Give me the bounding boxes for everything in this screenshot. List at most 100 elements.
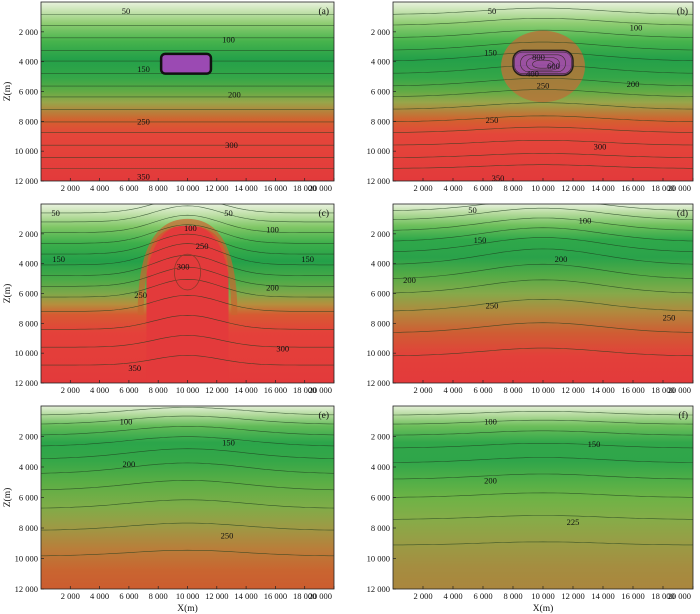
y-tick-label: 4 000: [19, 259, 38, 269]
contour-label: 200: [627, 79, 640, 89]
y-tick-label: 10 000: [15, 146, 38, 156]
contour-label: 50: [488, 6, 497, 16]
isotherm-line: [41, 214, 334, 233]
y-tick-label: 6 000: [19, 493, 38, 503]
isotherm-line: [393, 411, 693, 416]
y-tick-label: 10 000: [367, 348, 390, 358]
contour-label: 250: [137, 116, 150, 126]
isotherm-line: [393, 279, 693, 294]
contour-label: 200: [555, 254, 568, 264]
temperature-field: [393, 204, 693, 383]
x-tick-label: 20 000: [309, 183, 332, 193]
isotherm-line: [393, 29, 693, 38]
isotherm-line: [393, 515, 693, 520]
contour-label: 300: [276, 344, 289, 354]
y-tick-label: 2 000: [371, 27, 390, 37]
x-tick-label: 14 000: [234, 591, 257, 601]
y-tick-label: 8 000: [19, 318, 38, 328]
y-tick-label: 4 000: [371, 57, 390, 67]
x-tick-label: 4 000: [443, 591, 462, 601]
isotherm-line: [41, 415, 334, 425]
y-tick-label: 4 000: [19, 57, 38, 67]
x-tick-label: 6 000: [119, 591, 138, 601]
isotherm-line: [393, 126, 693, 133]
isotherm-line: [393, 263, 693, 279]
x-tick-label: 8 000: [503, 385, 522, 395]
isotherm-line: [393, 443, 693, 449]
x-tick-label: 14 000: [591, 591, 614, 601]
isotherm-line: [41, 499, 334, 509]
y-tick-label: 8 000: [19, 523, 38, 533]
contour-label: 250: [663, 312, 676, 322]
contour-label: 100: [184, 223, 197, 233]
isotherm-line: [393, 102, 693, 110]
panel-f: 2 000 4 000 6 000 8 000 10 000 12 000 14 000 16…: [367, 405, 694, 614]
contour-label: 800: [532, 52, 545, 62]
isotherm-line: [41, 335, 334, 348]
contour-field: [41, 204, 334, 383]
x-tick-label: 16 000: [621, 183, 644, 193]
x-tick-label: 2 000: [413, 183, 432, 193]
panel-label: (d): [677, 208, 688, 219]
x-tick-label: 12 000: [561, 385, 584, 395]
isotherm-line: [393, 78, 693, 87]
isotherm-line: [41, 243, 334, 266]
contour-label: 350: [128, 363, 141, 373]
x-tick-label: 6 000: [473, 591, 492, 601]
x-tick-label: 12 000: [561, 183, 584, 193]
x-tick-label: 16 000: [621, 385, 644, 395]
panel-a: 2 000 4 000 6 000 8 000 10 000 12 000 14 000 16…: [2, 1, 335, 193]
y-tick-label: 8 000: [19, 116, 38, 126]
y-axis-label: Z(m): [2, 284, 13, 304]
y-tick-label: 6 000: [371, 87, 390, 97]
intrusion-isotherm: [514, 51, 572, 74]
x-tick-label: 20 000: [309, 591, 332, 601]
y-tick-label: 12 000: [367, 584, 390, 594]
x-axis-label: X(m): [533, 603, 554, 614]
isotherm-line: [41, 549, 334, 557]
contour-label: 350: [137, 172, 150, 182]
x-tick-label: 4 000: [443, 385, 462, 395]
plume-rim: [137, 218, 238, 315]
contour-label: 250: [134, 290, 147, 300]
x-tick-label: 18 000: [293, 591, 316, 601]
isotherm-line: [393, 204, 693, 211]
y-tick-label: 12 000: [15, 176, 38, 186]
x-tick-label: 16 000: [621, 591, 644, 601]
y-tick-label: 10 000: [15, 554, 38, 564]
panel-label: (c): [318, 208, 329, 219]
isotherm-line: [41, 278, 334, 298]
contour-label: 150: [588, 439, 601, 449]
x-tick-label: 20 000: [668, 385, 691, 395]
contour-label: 100: [266, 224, 279, 234]
contour-label: 150: [222, 438, 235, 448]
x-tick-label: 10 000: [531, 385, 554, 395]
contour-field: [41, 406, 334, 589]
x-tick-label: 10 000: [176, 591, 199, 601]
x-tick-label: 20 000: [668, 591, 691, 601]
isotherm-line: [393, 457, 693, 463]
isotherm-line: [393, 7, 693, 15]
x-tick-label: 16 000: [264, 183, 287, 193]
isotherm-line: [41, 294, 334, 312]
contour-label: 200: [266, 283, 279, 293]
y-tick-label: 12 000: [367, 378, 390, 388]
x-tick-label: 14 000: [234, 183, 257, 193]
isotherm-line: [393, 207, 693, 220]
contour-label: 100: [579, 215, 592, 225]
x-tick-label: 18 000: [293, 385, 316, 395]
isotherm-line: [41, 314, 334, 330]
isotherm-line: [41, 266, 334, 287]
y-tick-label: 10 000: [15, 348, 38, 358]
isotherm-line: [393, 153, 693, 158]
isotherm-line: [393, 237, 693, 252]
isotherm-line: [41, 233, 334, 255]
contour-label: 150: [484, 48, 497, 58]
isotherm-line: [393, 347, 693, 357]
contour-label: 250: [196, 241, 209, 251]
contour-label: 200: [403, 275, 416, 285]
y-tick-label: 6 000: [19, 289, 38, 299]
y-tick-label: 8 000: [371, 116, 390, 126]
isotherm-line: [393, 541, 693, 546]
intrusion-isotherm: [526, 57, 560, 71]
